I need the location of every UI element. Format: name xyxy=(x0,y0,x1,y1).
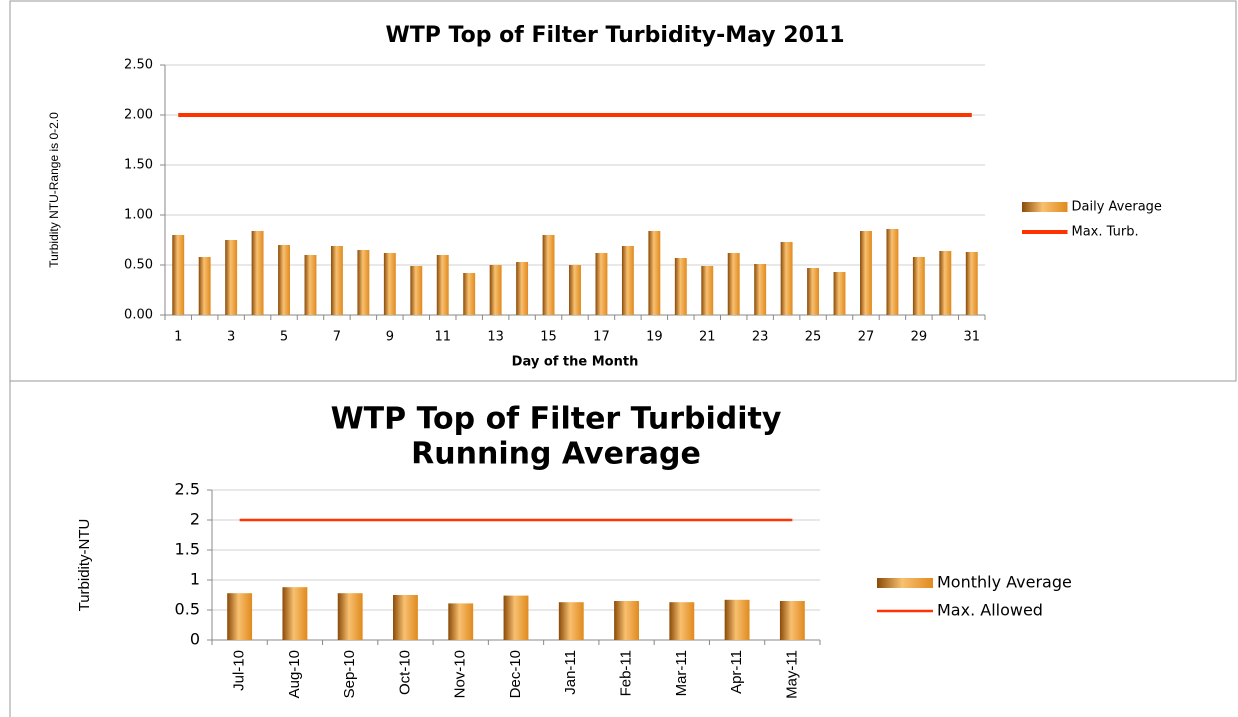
bar xyxy=(357,250,370,315)
x-tick-label: 3 xyxy=(227,330,235,345)
y-tick-label: 1.00 xyxy=(124,208,153,223)
bar xyxy=(516,262,529,315)
bar xyxy=(674,258,687,315)
chart-title: Running Average xyxy=(411,437,701,472)
y-tick-label: 2 xyxy=(190,510,200,529)
y-tick-label: 2.50 xyxy=(124,58,153,73)
x-tick-label: 31 xyxy=(964,330,981,345)
y-tick-label: 0.50 xyxy=(124,258,153,273)
x-tick-label: Jul-10 xyxy=(231,650,248,691)
bar xyxy=(780,242,793,315)
bar xyxy=(542,235,555,315)
chart-frame xyxy=(9,0,1237,382)
legend-label: Max. Turb. xyxy=(1072,225,1139,240)
bar xyxy=(393,595,418,640)
bar xyxy=(282,587,308,640)
legend-swatch xyxy=(877,578,933,588)
y-tick-label: 0 xyxy=(190,630,200,649)
chart-title: WTP Top of Filter Turbidity-May 2011 xyxy=(385,23,844,48)
x-tick-label: Oct-10 xyxy=(396,650,413,695)
x-tick-label: 11 xyxy=(434,330,451,345)
chart-title: WTP Top of Filter Turbidity xyxy=(331,402,782,437)
bar xyxy=(330,246,343,315)
legend-label: Monthly Average xyxy=(937,573,1072,592)
y-axis-label: Turbidity-NTU xyxy=(76,519,93,612)
bar xyxy=(337,593,363,640)
x-tick-label: 15 xyxy=(540,330,557,345)
x-tick-label: Feb-11 xyxy=(618,650,635,696)
bar xyxy=(724,599,750,640)
bar xyxy=(965,252,978,315)
bar xyxy=(436,255,449,315)
bar xyxy=(383,253,396,315)
bar xyxy=(198,257,211,315)
x-tick-label: Nov-10 xyxy=(452,650,469,698)
y-tick-label: 2.00 xyxy=(124,108,153,123)
x-tick-label: 5 xyxy=(280,330,288,345)
x-tick-label: Sep-10 xyxy=(341,650,358,698)
x-tick-label: 27 xyxy=(858,330,875,345)
legend-swatch xyxy=(1022,202,1068,212)
y-tick-label: 0.5 xyxy=(175,600,200,619)
bar xyxy=(833,272,846,315)
bar xyxy=(754,264,767,315)
bar xyxy=(860,231,872,315)
bar xyxy=(251,231,264,315)
x-tick-label: Jan-11 xyxy=(562,650,579,695)
x-tick-label: 17 xyxy=(593,330,610,345)
x-tick-label: May-11 xyxy=(783,650,800,699)
bar xyxy=(807,268,820,315)
bar xyxy=(779,601,805,640)
bar xyxy=(939,251,952,315)
x-axis-label: Day of the Month xyxy=(512,355,639,370)
x-tick-label: 23 xyxy=(752,330,769,345)
bar xyxy=(886,229,899,315)
x-tick-label: 7 xyxy=(333,330,341,345)
x-tick-label: 9 xyxy=(386,330,394,345)
bar xyxy=(595,253,608,315)
bar xyxy=(463,273,476,315)
x-tick-label: 29 xyxy=(911,330,928,345)
bar xyxy=(278,245,290,315)
y-tick-label: 1.50 xyxy=(124,158,153,173)
x-tick-label: 25 xyxy=(805,330,822,345)
x-tick-label: Mar-11 xyxy=(673,650,690,696)
y-tick-label: 1 xyxy=(190,570,200,589)
bar xyxy=(410,266,423,315)
x-tick-label: 21 xyxy=(699,330,716,345)
legend-label: Daily Average xyxy=(1072,200,1162,215)
y-tick-label: 1.5 xyxy=(175,540,200,559)
bar xyxy=(448,603,474,640)
bar xyxy=(503,595,529,640)
bar xyxy=(727,253,740,315)
legend-label: Max. Allowed xyxy=(937,601,1043,620)
y-tick-label: 2.5 xyxy=(175,480,200,499)
x-tick-label: 19 xyxy=(646,330,663,345)
bar xyxy=(614,601,639,640)
bar xyxy=(621,246,634,315)
bar xyxy=(304,255,317,315)
bar xyxy=(489,265,502,315)
bar xyxy=(225,240,238,315)
x-tick-label: Aug-10 xyxy=(286,650,303,698)
bar xyxy=(912,257,925,315)
x-tick-label: Dec-10 xyxy=(507,650,524,698)
bar xyxy=(227,593,253,640)
bar xyxy=(569,265,581,315)
x-tick-label: 13 xyxy=(487,330,504,345)
bar xyxy=(669,602,695,640)
bar xyxy=(701,266,714,315)
bar xyxy=(648,231,661,315)
y-tick-label: 0.00 xyxy=(124,308,153,323)
bar xyxy=(558,602,584,640)
y-axis-label: Turbidity NTU-Range is 0-2.0 xyxy=(47,112,61,268)
bar xyxy=(172,235,185,315)
x-tick-label: 1 xyxy=(174,330,182,345)
x-tick-label: Apr-11 xyxy=(728,650,745,694)
